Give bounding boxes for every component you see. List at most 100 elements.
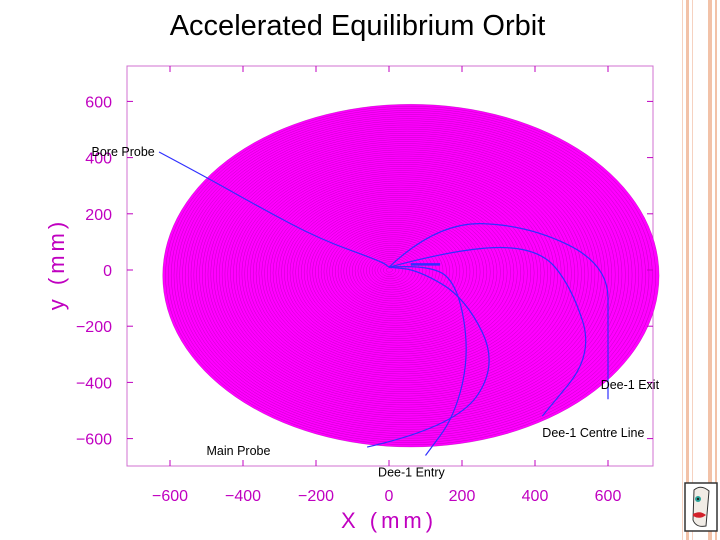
annotation-main-probe: Main Probe: [207, 444, 271, 458]
y-tick-label: −600: [76, 432, 112, 449]
orbit-ring: [179, 116, 640, 434]
y-axis-label: y (mm): [44, 218, 69, 310]
orbit-ring: [238, 159, 569, 388]
slide-decoration-stripes: [682, 0, 717, 540]
y-tick-label: 200: [85, 207, 112, 224]
orbit-ring: [165, 106, 656, 446]
orbit-ring: [213, 141, 599, 408]
orbit-ring: [255, 172, 548, 375]
orbit-ring: [326, 224, 464, 319]
orbit-ring: [233, 155, 575, 392]
orbit-ring: [241, 162, 565, 386]
orbit-ring: [207, 137, 606, 412]
y-tick-label: 400: [85, 151, 112, 168]
y-tick-label: −400: [76, 375, 112, 392]
orbit-ring: [371, 257, 410, 284]
orbit-ring: [190, 124, 626, 426]
orbit-region: [162, 104, 660, 448]
orbit-ring: [380, 263, 400, 277]
annotation-bore-probe: Bore Probe: [92, 145, 155, 159]
orbit-ring: [357, 246, 427, 295]
orbit-ring: [185, 120, 633, 430]
orbit-ring: [377, 261, 403, 280]
orbit-ring: [199, 130, 616, 419]
orbit-ring: [329, 226, 461, 317]
series-dee-1-entry: [388, 266, 467, 456]
orbit-ring: [281, 191, 518, 355]
annotation-dee-1-entry: Dee-1 Entry: [378, 465, 445, 479]
orbit-ring: [250, 168, 555, 379]
orbit-ring: [346, 238, 440, 304]
orbit-ring: [168, 108, 653, 443]
orbit-ring: [366, 253, 417, 288]
series-dee-1-exit: [388, 223, 609, 400]
orbit-ring: [306, 209, 488, 335]
y-tick-label: 600: [85, 94, 112, 111]
orbit-ring: [335, 230, 454, 313]
orbit-ring: [295, 201, 501, 344]
orbit-ring: [219, 145, 592, 403]
orbit-ring: [204, 135, 609, 415]
x-tick-label: −600: [152, 488, 188, 505]
x-tick-label: −200: [298, 488, 334, 505]
orbit-rings: [162, 103, 660, 448]
annotation-dee-1-exit: Dee-1 Exit: [601, 378, 660, 392]
annotation-dee-1-centre-line: Dee-1 Centre Line: [542, 426, 644, 440]
orbit-ring: [298, 203, 498, 342]
probe-lines: [158, 151, 609, 456]
orbit-ring: [173, 112, 646, 439]
series-main-probe: [366, 266, 490, 448]
orbit-ring: [320, 220, 471, 324]
orbit-ring: [340, 234, 447, 308]
orbit-ring: [227, 151, 582, 397]
orbit-ring: [264, 178, 538, 368]
orbit-ring: [385, 267, 393, 273]
x-tick-label: 0: [385, 488, 394, 505]
orbit-ring: [352, 242, 434, 299]
orbit-ring: [272, 184, 528, 361]
orbit-ring: [286, 195, 511, 350]
orbit-ring: [162, 103, 660, 448]
orbit-ring: [289, 197, 508, 348]
orbit-ring: [301, 205, 494, 339]
orbit-ring: [244, 164, 562, 384]
slide-title: Accelerated Equilibrium Orbit: [169, 10, 546, 42]
axes: −600 −400 −200 0 200 400 600 600 400 200 0 −200 −400…: [76, 66, 653, 505]
orbit-ring: [252, 170, 552, 377]
orbit-ring: [275, 186, 525, 359]
x-tick-label: 200: [449, 488, 476, 505]
face-logo-icon: [684, 482, 718, 532]
orbit-ring: [269, 182, 532, 364]
series-dee-1-centre-line: [388, 246, 587, 417]
orbit-ring: [318, 217, 474, 326]
orbit-ring: [278, 188, 521, 357]
orbit-chart: −600 −400 −200 0 200 400 600 600 400 200 0 −200 −400…: [44, 65, 660, 533]
orbit-ring: [236, 157, 572, 390]
y-tick-label: −200: [76, 319, 112, 336]
orbit-ring: [323, 222, 467, 322]
orbit-ring: [196, 128, 619, 421]
orbit-ring: [261, 176, 542, 370]
orbit-ring: [360, 249, 423, 293]
orbit-ring: [374, 259, 407, 282]
orbit-ring: [284, 193, 515, 353]
orbit-ring: [354, 244, 430, 297]
x-tick-label: −400: [225, 488, 261, 505]
orbit-ring: [224, 149, 586, 399]
orbit-ring: [202, 132, 613, 417]
orbit-ring: [309, 211, 484, 333]
orbit-ring: [247, 166, 559, 381]
orbit-ring: [312, 213, 481, 330]
x-axis-label: X (mm): [341, 508, 437, 533]
orbit-ring: [343, 236, 444, 306]
orbit-ring: [193, 126, 623, 423]
orbit-ring: [221, 147, 589, 401]
orbit-ring: [315, 215, 478, 328]
orbit-ring: [187, 122, 629, 428]
x-tick-label: 400: [522, 488, 549, 505]
orbit-ring: [303, 207, 491, 337]
orbit-ring: [182, 118, 636, 432]
orbit-ring: [337, 232, 450, 311]
x-tick-label: 600: [595, 488, 622, 505]
annotation-labels: Bore Probe Main Probe Dee-1 Entry Dee-1 Cen…: [92, 145, 660, 479]
